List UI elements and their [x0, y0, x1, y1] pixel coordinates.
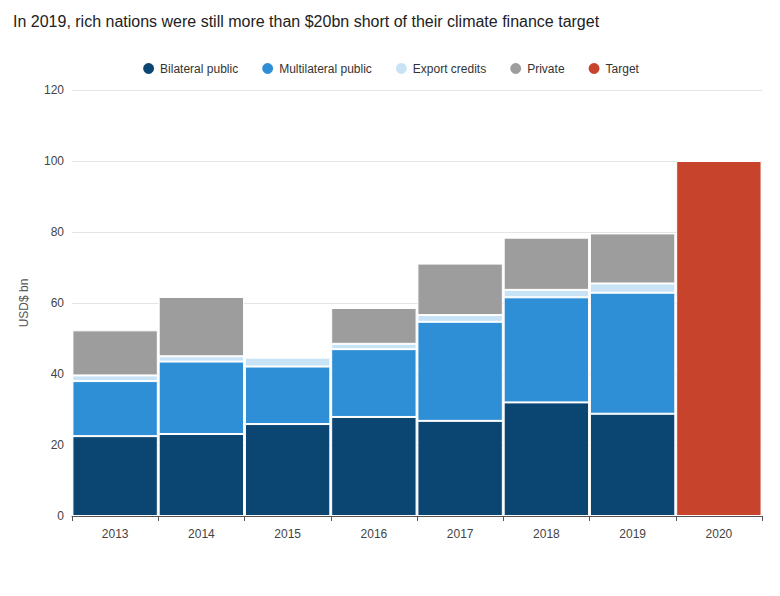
svg-text:60: 60: [51, 296, 65, 310]
svg-text:80: 80: [51, 225, 65, 239]
svg-text:In 2019, rich nations were sti: In 2019, rich nations were still more th…: [13, 13, 600, 30]
svg-text:Multilateral public: Multilateral public: [279, 62, 372, 76]
svg-text:2015: 2015: [274, 527, 301, 541]
svg-text:2019: 2019: [619, 527, 646, 541]
svg-text:2018: 2018: [533, 527, 560, 541]
svg-text:2014: 2014: [188, 527, 215, 541]
svg-text:2016: 2016: [361, 527, 388, 541]
svg-text:40: 40: [51, 367, 65, 381]
svg-text:0: 0: [57, 509, 64, 523]
svg-text:Export credits: Export credits: [413, 62, 486, 76]
svg-text:20: 20: [51, 438, 65, 452]
svg-text:120: 120: [44, 83, 64, 97]
svg-text:2013: 2013: [102, 527, 129, 541]
svg-text:100: 100: [44, 154, 64, 168]
svg-text:Target: Target: [606, 62, 640, 76]
svg-text:Bilateral public: Bilateral public: [160, 62, 238, 76]
svg-text:2020: 2020: [706, 527, 733, 541]
svg-text:USD$ bn: USD$ bn: [17, 279, 31, 328]
svg-text:2017: 2017: [447, 527, 474, 541]
svg-text:Private: Private: [527, 62, 565, 76]
